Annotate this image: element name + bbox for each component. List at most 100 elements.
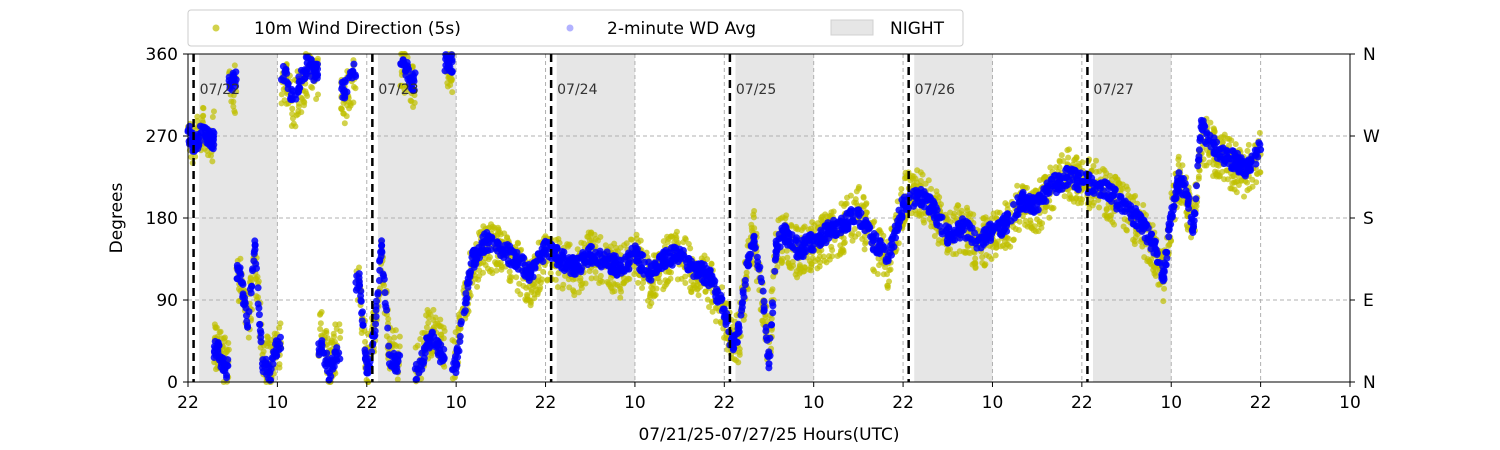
data-point <box>374 289 382 297</box>
data-point <box>249 267 257 275</box>
data-point <box>428 350 435 357</box>
data-point <box>1096 191 1104 199</box>
data-point <box>611 240 618 247</box>
data-point <box>199 117 206 124</box>
data-point <box>1211 126 1218 133</box>
data-point <box>554 284 561 291</box>
data-point <box>1123 227 1130 234</box>
data-point <box>289 110 296 117</box>
data-point <box>739 289 747 297</box>
data-point <box>738 303 746 311</box>
data-point <box>278 100 285 107</box>
data-point <box>646 268 654 276</box>
data-point <box>1064 181 1072 189</box>
data-point <box>1063 174 1071 182</box>
data-point <box>1072 182 1080 190</box>
data-point <box>783 212 790 219</box>
y-tick-label: 360 <box>146 45 178 65</box>
data-point <box>1160 298 1167 305</box>
data-point <box>385 315 392 322</box>
data-point <box>412 344 419 351</box>
data-point <box>830 208 837 215</box>
data-point <box>315 346 323 354</box>
data-point <box>844 225 852 233</box>
data-point <box>1048 175 1056 183</box>
day-marker-label: 07/23 <box>378 82 418 98</box>
data-point <box>571 264 579 272</box>
data-point <box>762 323 770 331</box>
data-point <box>634 257 642 265</box>
data-point <box>288 85 296 93</box>
data-point <box>689 261 697 269</box>
data-point <box>706 303 713 310</box>
data-point <box>272 352 280 360</box>
data-point <box>1249 176 1256 183</box>
data-point <box>1144 224 1152 232</box>
data-point <box>1210 148 1218 156</box>
data-point <box>829 253 836 260</box>
data-point <box>488 221 495 228</box>
data-point <box>1130 220 1138 228</box>
data-point <box>375 276 383 284</box>
data-point <box>456 332 464 340</box>
x-tick-label: 22 <box>1071 393 1093 413</box>
data-point <box>974 236 982 244</box>
data-point <box>558 264 566 272</box>
data-point <box>729 346 737 354</box>
data-point <box>1153 258 1161 266</box>
data-point <box>1144 256 1151 263</box>
data-point <box>560 281 567 288</box>
data-point <box>341 120 348 127</box>
day-marker-label: 07/24 <box>557 82 597 98</box>
data-point <box>523 297 530 304</box>
data-point <box>1192 195 1200 203</box>
data-point <box>779 259 786 266</box>
data-point <box>226 84 234 92</box>
data-point <box>588 230 595 237</box>
data-point <box>916 212 923 219</box>
data-point <box>254 300 262 308</box>
data-point <box>401 86 408 93</box>
data-point <box>892 234 900 242</box>
data-point <box>1201 162 1208 169</box>
data-point <box>522 267 530 275</box>
data-point <box>784 238 792 246</box>
data-point <box>1172 188 1180 196</box>
data-point <box>1046 214 1053 221</box>
data-point <box>430 306 437 313</box>
data-point <box>1118 207 1126 215</box>
data-point <box>351 71 359 79</box>
data-point <box>801 268 808 275</box>
data-point <box>1206 159 1213 166</box>
data-point <box>355 270 363 278</box>
data-point <box>647 276 655 284</box>
data-point <box>939 239 946 246</box>
data-point <box>1066 146 1073 153</box>
data-point <box>378 247 386 255</box>
data-point <box>479 239 487 247</box>
data-point <box>1016 205 1024 213</box>
data-point <box>668 269 675 276</box>
data-point <box>341 89 349 97</box>
data-point <box>231 62 238 69</box>
data-point <box>637 250 645 258</box>
data-point <box>1161 285 1168 292</box>
data-point <box>926 208 934 216</box>
data-point <box>717 318 724 325</box>
day-markers: 07/22 07/23 07/24 07/25 07/26 07/27 <box>192 54 1134 382</box>
data-point <box>346 105 353 112</box>
data-point <box>895 206 903 214</box>
data-point <box>1228 137 1235 144</box>
data-point <box>324 341 331 348</box>
data-point <box>394 376 401 383</box>
data-point <box>901 175 908 182</box>
data-point <box>751 244 759 252</box>
data-point <box>650 252 657 259</box>
data-point <box>732 357 739 364</box>
data-point <box>695 260 703 268</box>
data-point <box>260 348 267 355</box>
data-point <box>770 273 777 280</box>
x-tick-label: 10 <box>982 393 1004 413</box>
data-point <box>1002 200 1009 207</box>
data-point <box>884 284 891 291</box>
